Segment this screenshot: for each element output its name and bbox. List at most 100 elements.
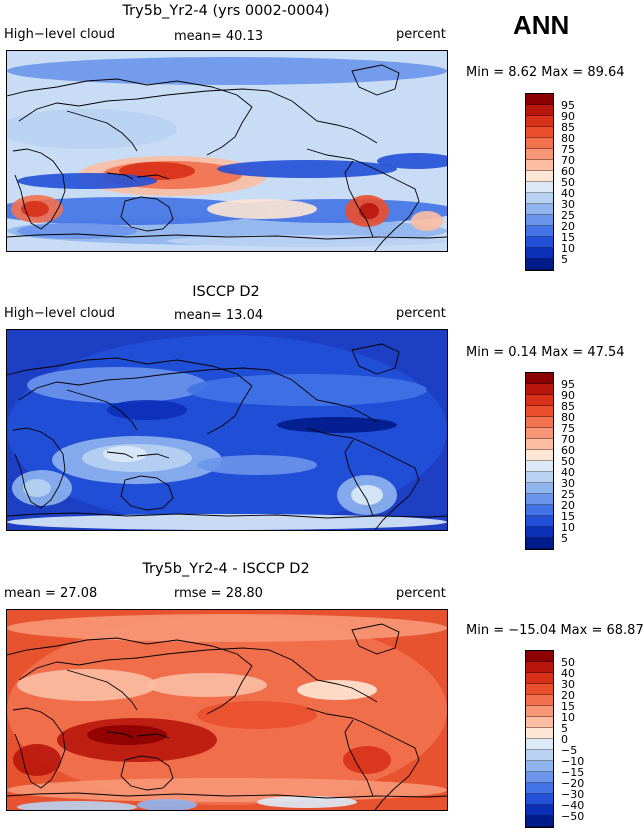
colorbar-tick-label: 75 [561, 142, 575, 156]
colorbar-tick-label: 60 [561, 443, 575, 457]
colorbar-tick-label: 95 [561, 377, 575, 391]
colorbar-swatch [526, 516, 553, 527]
map-plot [6, 609, 448, 811]
colorbar-tick-label: 5 [561, 721, 568, 735]
colorbar-tick-label: 40 [561, 666, 575, 680]
colorbar-swatch [526, 237, 553, 248]
colorbar-swatch [526, 761, 553, 772]
map-canvas [7, 51, 447, 251]
colorbar-swatch [526, 505, 553, 516]
colorbar-tick-label: 25 [561, 487, 575, 501]
colorbar-tick-label: −15 [561, 765, 585, 779]
coastline [344, 719, 374, 797]
contour-region [137, 799, 197, 810]
colorbar-tick-label: 50 [561, 655, 575, 669]
colorbar-swatch [526, 116, 553, 127]
colorbar-swatch [526, 171, 553, 182]
colorbar-tick-label: 10 [561, 710, 575, 724]
mean-label: mean= 40.13 [174, 29, 264, 44]
coastline [7, 233, 447, 240]
colorbar-tick-label: 70 [561, 432, 575, 446]
coastline [18, 88, 378, 144]
contour-region [377, 153, 447, 169]
colorbar-swatch [526, 160, 553, 171]
coastline [12, 427, 66, 509]
colorbar-tick-label: 15 [561, 699, 575, 713]
colorbar-tick-label: 80 [561, 131, 575, 145]
minmax-label: Min = −15.04 Max = 68.87 [466, 623, 644, 638]
colorbar-swatch [526, 662, 553, 673]
season-label: ANN [513, 10, 570, 40]
colorbar-swatch [526, 684, 553, 695]
coastline [12, 148, 66, 230]
colorbar-tick-label: 20 [561, 498, 575, 512]
colorbar-tick-label: 20 [561, 219, 575, 233]
contour-region [17, 669, 157, 701]
contour-region [23, 479, 51, 497]
colorbar-tick-label: 15 [561, 509, 575, 523]
colorbar-tick-label: 10 [561, 520, 575, 534]
colorbar-tick-label: 85 [561, 120, 575, 134]
colorbar-tick-label: 0 [561, 732, 568, 746]
variable-label: High−level cloud [4, 27, 116, 42]
colorbar-swatch [526, 816, 553, 827]
coastline [306, 427, 420, 530]
coastline [306, 707, 420, 810]
colorbar-swatch [526, 204, 553, 215]
colorbar-swatch [526, 373, 553, 384]
colorbar-tick-label: 50 [561, 454, 575, 468]
colorbar-tick-label: 60 [561, 164, 575, 178]
colorbar-tick-label: 40 [561, 186, 575, 200]
contour-region [21, 201, 49, 217]
colorbar-swatch [526, 226, 553, 237]
colorbar-swatch [526, 384, 553, 395]
coastline [12, 707, 66, 789]
units-label: percent [396, 27, 446, 42]
variable-label: High−level cloud [4, 306, 116, 321]
colorbar-tick-label: 85 [561, 399, 575, 413]
coastline [351, 343, 400, 375]
colorbar-swatch [526, 149, 553, 160]
coastline [106, 172, 170, 180]
contour-region [17, 173, 157, 189]
colorbar-tick-label: 95 [561, 98, 575, 112]
contour-region [17, 801, 137, 810]
colorbar-swatch [526, 750, 553, 761]
colorbar-swatch [526, 538, 553, 549]
coastline [306, 148, 420, 251]
contour-region [7, 109, 177, 149]
colorbar-swatch [526, 439, 553, 450]
map-canvas [7, 610, 447, 810]
coastline [120, 196, 174, 232]
colorbar-tick-label: −5 [561, 743, 578, 757]
colorbar-tick-label: −30 [561, 787, 585, 801]
colorbar-swatch [526, 127, 553, 138]
coastline [18, 647, 378, 703]
colorbar-swatch [526, 94, 553, 105]
colorbar-tick-label: 30 [561, 677, 575, 691]
colorbar-swatch [526, 794, 553, 805]
coastline [344, 160, 374, 238]
contour-region [197, 701, 317, 729]
mean-label: mean = 27.08 [4, 586, 98, 601]
coastline [7, 792, 447, 799]
colorbar-swatch [526, 651, 553, 662]
colorbar-tick-label: 5 [561, 252, 568, 266]
colorbar-swatch [526, 805, 553, 816]
colorbar-swatch [526, 428, 553, 439]
coastline [7, 357, 253, 435]
colorbar-swatch [526, 215, 553, 226]
colorbar-tick-label: 25 [561, 208, 575, 222]
colorbar-swatch [526, 494, 553, 505]
colorbar-tick-label: −10 [561, 754, 585, 768]
coastline [106, 451, 170, 459]
contour-region [167, 235, 447, 247]
contour-region [411, 211, 443, 231]
minmax-label: Min = 0.14 Max = 47.54 [466, 345, 625, 360]
colorbar-swatch [526, 461, 553, 472]
colorbar-swatch [526, 695, 553, 706]
coastline [344, 439, 374, 517]
colorbar-tick-label: 30 [561, 197, 575, 211]
coastline [7, 78, 253, 156]
coastline [106, 731, 170, 739]
